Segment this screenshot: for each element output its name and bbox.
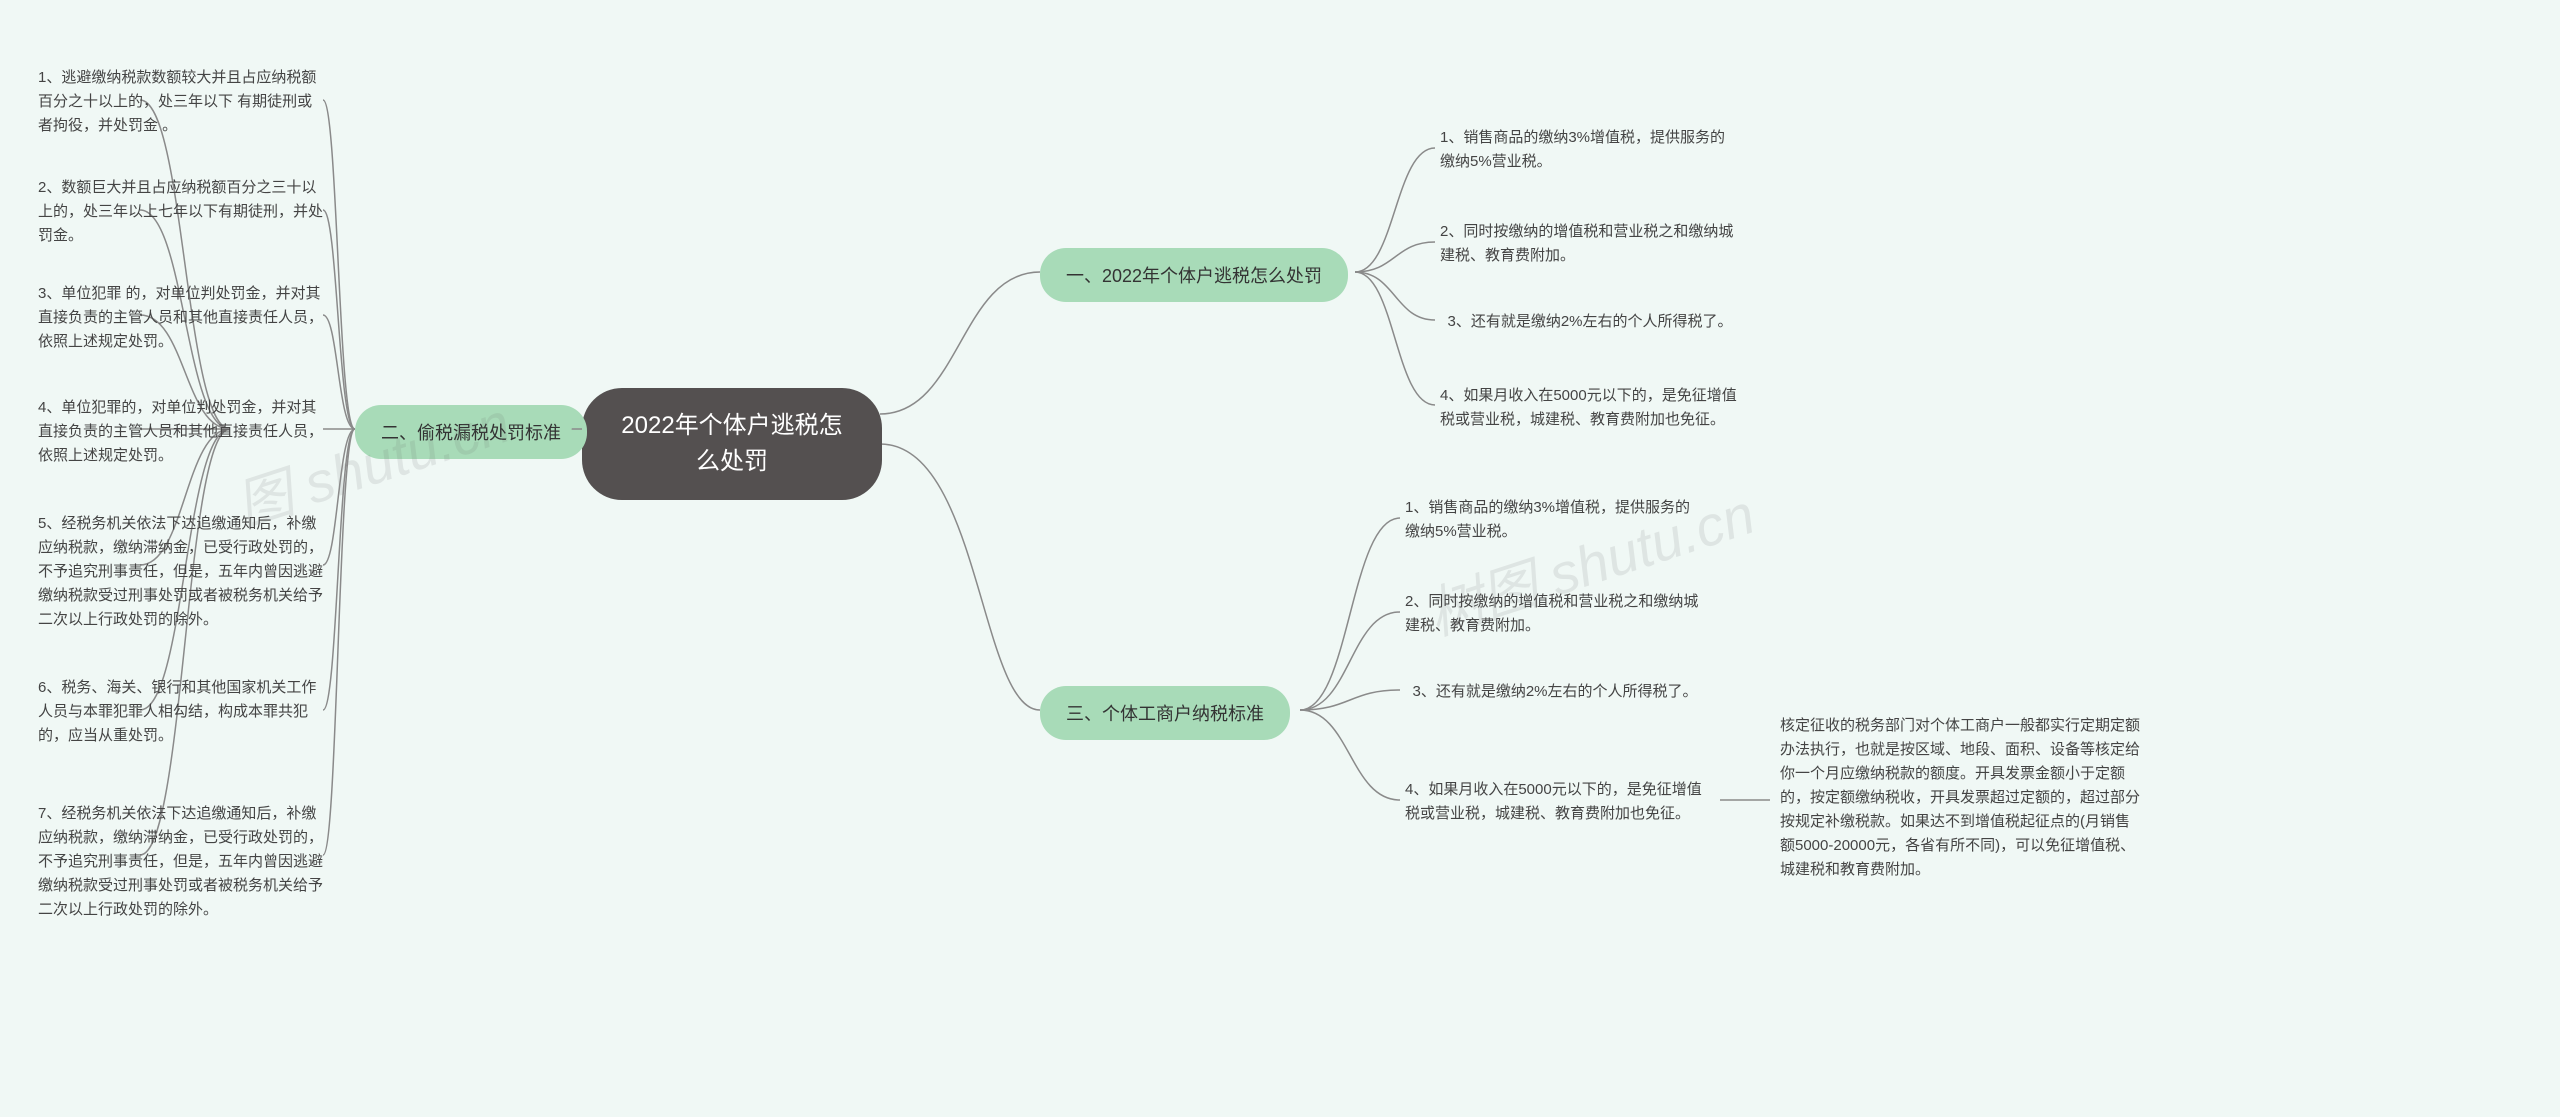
leaf-text: 1、逃避缴纳税款数额较大并且占应纳税额百分之十以上的，处三年以下 有期徒刑或者拘… — [38, 66, 323, 138]
leaf-text: 4、单位犯罪的，对单位判处罚金，并对其直接负责的主管人员和其他直接责任人员，依照… — [38, 396, 323, 468]
leaf-text: 5、经税务机关依法下达追缴通知后，补缴应纳税款，缴纳滞纳金，已受行政处罚的，不予… — [38, 512, 323, 632]
branch-3-title: 三、个体工商户纳税标准 — [1066, 700, 1264, 726]
branch-2-leaf-5: 5、经税务机关依法下达追缴通知后，补缴应纳税款，缴纳滞纳金，已受行政处罚的，不予… — [38, 508, 323, 636]
branch-3: 三、个体工商户纳税标准 — [1040, 686, 1290, 740]
leaf-text: 1、销售商品的缴纳3%增值税，提供服务的缴纳5%营业税。 — [1405, 496, 1705, 544]
branch-3-leaf-4: 4、如果月收入在5000元以下的，是免征增值税或营业税，城建税、教育费附加也免征… — [1405, 774, 1705, 830]
branch-2-leaf-6: 6、税务、海关、银行和其他国家机关工作人员与本罪犯罪人相勾结，构成本罪共犯的，应… — [38, 672, 323, 752]
branch-2-title: 二、偷税漏税处罚标准 — [381, 419, 561, 445]
branch-3-leaf-2: 2、同时按缴纳的增值税和营业税之和缴纳城建税、教育费附加。 — [1405, 586, 1705, 642]
leaf-text: 6、税务、海关、银行和其他国家机关工作人员与本罪犯罪人相勾结，构成本罪共犯的，应… — [38, 676, 323, 748]
branch-3-leaf-1: 1、销售商品的缴纳3%增值税，提供服务的缴纳5%营业税。 — [1405, 492, 1705, 548]
leaf-text: 2、同时按缴纳的增值税和营业税之和缴纳城建税、教育费附加。 — [1440, 220, 1740, 268]
leaf-text: 2、同时按缴纳的增值税和营业税之和缴纳城建税、教育费附加。 — [1405, 590, 1705, 638]
leaf-text: 1、销售商品的缴纳3%增值税，提供服务的缴纳5%营业税。 — [1440, 126, 1740, 174]
leaf-text: 3、单位犯罪 的，对单位判处罚金，并对其直接负责的主管人员和其他直接责任人员，依… — [38, 282, 323, 354]
branch-2-leaf-1: 1、逃避缴纳税款数额较大并且占应纳税额百分之十以上的，处三年以下 有期徒刑或者拘… — [38, 62, 323, 142]
center-node: 2022年个体户逃税怎么处罚 — [582, 388, 882, 500]
leaf-text: 7、经税务机关依法下达追缴通知后，补缴应纳税款，缴纳滞纳金，已受行政处罚的，不予… — [38, 802, 323, 922]
branch-2-leaf-2: 2、数额巨大并且占应纳税额百分之三十以上的，处三年以上七年以下有期徒刑，并处罚金… — [38, 172, 323, 252]
branch-1-leaf-2: 2、同时按缴纳的增值税和营业税之和缴纳城建税、教育费附加。 — [1440, 216, 1740, 272]
branch-2-leaf-7: 7、经税务机关依法下达追缴通知后，补缴应纳税款，缴纳滞纳金，已受行政处罚的，不予… — [38, 798, 323, 926]
leaf-text: 3、还有就是缴纳2%左右的个人所得税了。 — [1412, 680, 1697, 704]
branch-2: 二、偷税漏税处罚标准 — [355, 405, 587, 459]
center-title: 2022年个体户逃税怎么处罚 — [612, 408, 852, 480]
leaf-text: 2、数额巨大并且占应纳税额百分之三十以上的，处三年以上七年以下有期徒刑，并处罚金… — [38, 176, 323, 248]
leaf-text: 核定征收的税务部门对个体工商户一般都实行定期定额办法执行，也就是按区域、地段、面… — [1780, 714, 2140, 882]
branch-1-leaf-4: 4、如果月收入在5000元以下的，是免征增值税或营业税，城建税、教育费附加也免征… — [1440, 380, 1740, 436]
branch-3-leaf-3: 3、还有就是缴纳2%左右的个人所得税了。 — [1405, 676, 1705, 708]
branch-1: 一、2022年个体户逃税怎么处罚 — [1040, 248, 1348, 302]
branch-1-leaf-1: 1、销售商品的缴纳3%增值税，提供服务的缴纳5%营业税。 — [1440, 122, 1740, 178]
branch-1-title: 一、2022年个体户逃税怎么处罚 — [1066, 262, 1322, 288]
branch-1-leaf-3: 3、还有就是缴纳2%左右的个人所得税了。 — [1440, 306, 1740, 338]
branch-3-extra: 核定征收的税务部门对个体工商户一般都实行定期定额办法执行，也就是按区域、地段、面… — [1780, 710, 2140, 886]
leaf-text: 4、如果月收入在5000元以下的，是免征增值税或营业税，城建税、教育费附加也免征… — [1405, 778, 1705, 826]
leaf-text: 4、如果月收入在5000元以下的，是免征增值税或营业税，城建税、教育费附加也免征… — [1440, 384, 1740, 432]
branch-2-leaf-4: 4、单位犯罪的，对单位判处罚金，并对其直接负责的主管人员和其他直接责任人员，依照… — [38, 392, 323, 472]
branch-2-leaf-3: 3、单位犯罪 的，对单位判处罚金，并对其直接负责的主管人员和其他直接责任人员，依… — [38, 278, 323, 358]
leaf-text: 3、还有就是缴纳2%左右的个人所得税了。 — [1447, 310, 1732, 334]
